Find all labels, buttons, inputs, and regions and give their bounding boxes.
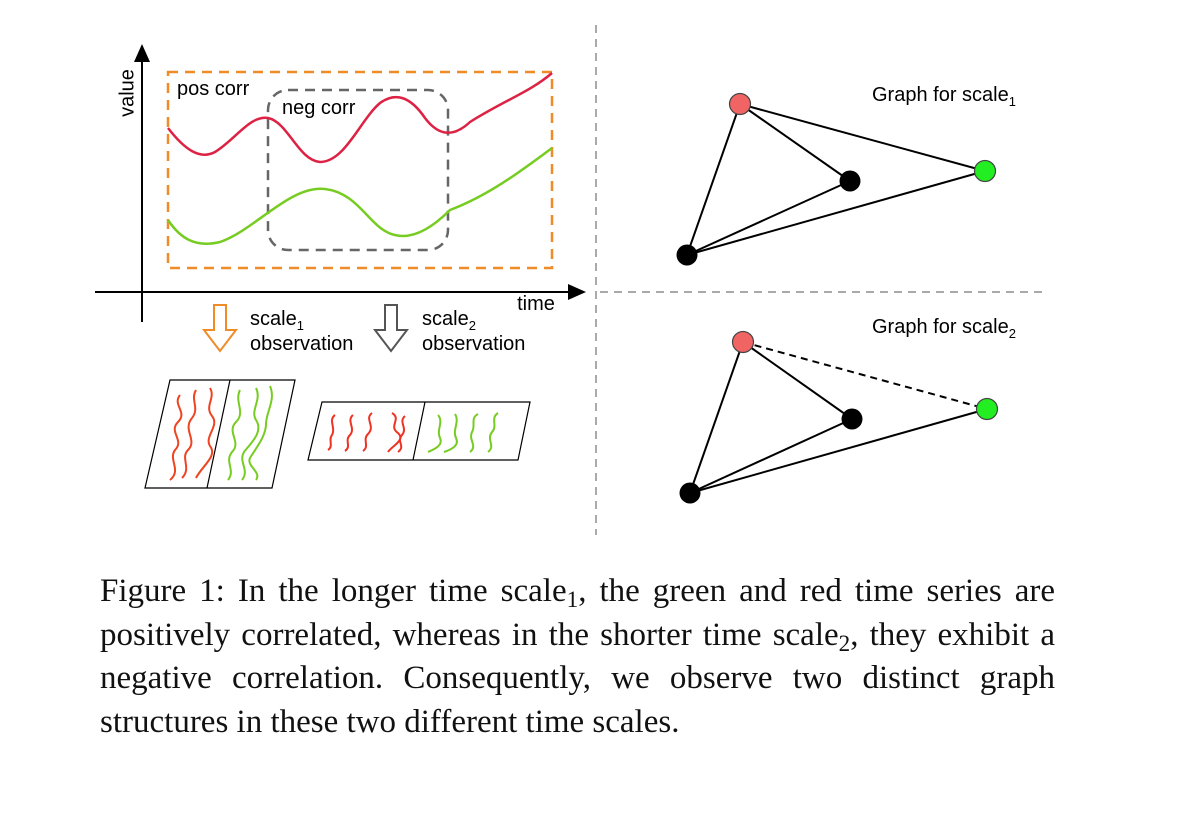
caption-part-2: , the green and red time series are posi… — [100, 573, 1055, 653]
graph2-edge-bottom-green — [689, 408, 988, 494]
red-time-series — [167, 72, 553, 164]
scale2-observation-panel — [307, 401, 531, 461]
pos-corr-label: pos corr — [177, 78, 250, 100]
scale1-observation-label: observation — [250, 333, 353, 355]
y-axis-label: value — [116, 69, 138, 117]
graph2-red-node — [731, 330, 755, 354]
scale2-arrow-icon — [372, 304, 410, 353]
scale2-observation-label: observation — [422, 333, 525, 355]
graph2-edge-bottom-center — [689, 418, 853, 494]
graph-scale1: Graph for scale1 — [676, 84, 1016, 266]
neg-corr-box — [266, 88, 450, 252]
graph-scale2-title: Graph for scale2 — [872, 316, 1016, 341]
graph1-green-node — [973, 159, 997, 183]
scale1-label: scale1 — [250, 308, 304, 333]
graph-scale2: Graph for scale2 — [679, 316, 1016, 504]
graph1-edge-red-black-bottom — [686, 103, 741, 256]
graph-scale2-subscript: 2 — [1009, 326, 1016, 341]
scale1-observation-panel — [144, 379, 296, 489]
graph1-black-node-center — [839, 170, 861, 192]
time-series-axes: value time — [95, 44, 586, 322]
graph2-black-node-bottom — [679, 482, 701, 504]
neg-corr-label: neg corr — [282, 97, 356, 119]
caption-part-1: Figure 1: In the longer time scale — [100, 573, 567, 609]
scale2-subscript: 2 — [469, 318, 476, 333]
graph1-edge-red-black-center — [739, 103, 851, 182]
graph1-edge-bottom-center — [686, 180, 851, 256]
figure-caption: Figure 1: In the longer time scale1, the… — [100, 570, 1055, 744]
scale2-label: scale2 — [422, 308, 476, 333]
graph1-edge-red-green — [739, 103, 986, 172]
graph-scale1-title: Graph for scale1 — [872, 84, 1016, 109]
green-time-series — [166, 146, 553, 245]
graph2-green-node — [975, 397, 999, 421]
scale2-panel-divider — [412, 401, 426, 461]
graph1-red-node — [728, 92, 752, 116]
graph-scale1-subscript: 1 — [1009, 94, 1016, 109]
scale2-red-squiggles — [327, 412, 406, 453]
graph2-edge-red-black-center — [742, 341, 853, 420]
graph1-edge-bottom-green — [686, 170, 986, 256]
x-axis-label: time — [517, 293, 555, 315]
caption-part-3: , they exhibit a negative correlation. C… — [100, 616, 1055, 740]
graph2-edge-red-black-bottom — [689, 341, 744, 494]
caption-sub-2: 2 — [838, 629, 851, 656]
scale1-red-squiggles — [169, 387, 216, 481]
figure-1-illustration: value time pos corr neg corr scale1 obse… — [95, 25, 1045, 535]
graph2-black-node-center — [841, 408, 863, 430]
scale2-green-squiggles — [427, 412, 499, 453]
scale1-panel-divider — [206, 379, 231, 489]
caption-sub-1: 1 — [566, 585, 579, 612]
graph2-edge-red-green-dashed — [742, 341, 988, 410]
scale1-green-squiggles — [227, 385, 273, 481]
scale1-arrow-icon — [201, 304, 239, 353]
graph1-black-node-bottom — [676, 244, 698, 266]
scale1-panel-frame — [144, 379, 296, 489]
scale1-subscript: 1 — [297, 318, 304, 333]
pos-corr-box — [166, 70, 554, 270]
